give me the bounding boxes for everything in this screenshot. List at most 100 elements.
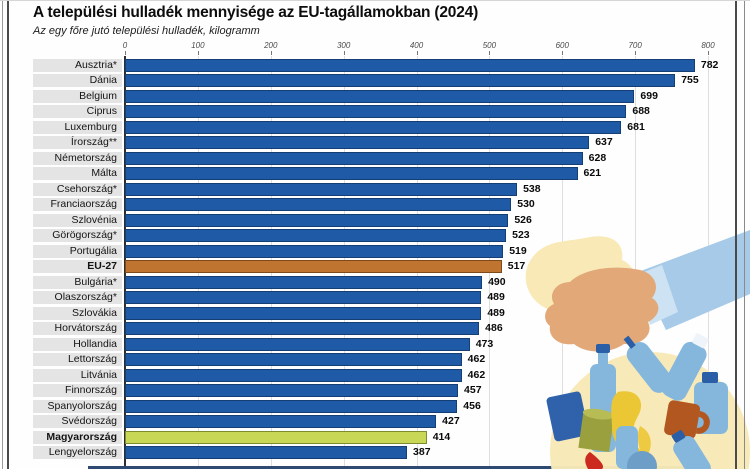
chart-row: EU-27 517	[0, 260, 750, 273]
mug-handle-icon	[695, 410, 710, 434]
chart-row: Luxemburg 681	[0, 120, 750, 134]
value-label: 526	[514, 213, 532, 226]
bar	[125, 74, 676, 87]
bar-eu27	[125, 260, 502, 273]
bar	[125, 399, 458, 413]
chart-row: Írország** 637	[0, 136, 750, 149]
value-label: 688	[632, 105, 650, 117]
tick-label: 100	[191, 41, 205, 50]
chart-row: Lengyelország 387	[0, 446, 750, 459]
bar	[125, 229, 507, 242]
tick-mark	[197, 51, 199, 55]
value-label: 489	[487, 306, 505, 319]
country-label: Németország	[33, 151, 122, 165]
value-label: 489	[487, 291, 505, 303]
bar-hungary	[125, 430, 427, 444]
squeeze-nozzle-icon	[623, 335, 636, 349]
country-label: EU-27	[33, 260, 122, 273]
bar	[125, 244, 504, 258]
trash-items	[546, 333, 728, 469]
frame-line-left-inner	[7, 0, 9, 469]
chart-row: Bulgária* 490	[0, 275, 750, 289]
country-label: Írország**	[33, 136, 122, 149]
bar	[125, 198, 512, 211]
bar	[125, 182, 518, 196]
chart-row: Görögország* 523	[0, 229, 750, 242]
country-label: Dánia	[33, 74, 122, 87]
chart-row: Franciaország 530	[0, 198, 750, 211]
bottle-cap-icon	[692, 333, 709, 349]
tick-mark	[489, 51, 491, 55]
country-label: Franciaország	[33, 198, 122, 211]
tick-label: 800	[701, 41, 715, 50]
value-label: 782	[700, 58, 719, 71]
tin-can-top-icon	[582, 408, 614, 420]
frame-line-right-inner	[735, 0, 737, 469]
chart-row: Csehország* 538	[0, 182, 750, 196]
bottle-cap-icon	[596, 344, 610, 353]
bar	[125, 213, 509, 227]
value-label: 473	[475, 337, 494, 350]
country-label: Olaszország*	[33, 291, 122, 304]
tick-label: 400	[409, 41, 424, 50]
value-label: 456	[463, 399, 481, 412]
bar	[125, 151, 583, 165]
tick-mark	[708, 51, 709, 55]
value-label: 517	[507, 260, 526, 272]
tick-mark	[125, 51, 126, 55]
chart-row: Litvánia 462	[0, 368, 750, 382]
gridline	[635, 56, 637, 469]
value-label: 699	[640, 89, 658, 102]
chart-row: Ciprus 688	[0, 105, 750, 118]
value-label: 628	[588, 151, 607, 164]
frame-line-right-outer	[744, 0, 745, 469]
value-label: 462	[467, 353, 486, 365]
value-label: 530	[517, 198, 535, 210]
chart-row: Magyarország 414	[0, 430, 750, 444]
value-label: 457	[464, 384, 482, 396]
tick-mark	[635, 51, 637, 55]
value-label: 427	[442, 415, 460, 427]
country-label: Horvátország	[33, 322, 122, 335]
jug-cap-icon	[702, 372, 718, 383]
value-label: 486	[485, 322, 503, 334]
chart-row: Finnország 457	[0, 384, 750, 397]
value-label: 387	[413, 446, 431, 458]
chart-row: Szlovénia 526	[0, 213, 750, 227]
cutoff-next-row-bar	[88, 466, 700, 469]
country-label: Lettország	[33, 353, 122, 366]
bar	[125, 58, 695, 72]
country-label: Magyarország	[33, 430, 122, 444]
tick-mark	[343, 51, 345, 55]
bar	[125, 368, 462, 382]
page-subtitle: Az egy főre jutó települési hulladék, ki…	[33, 25, 260, 37]
country-label: Spanyolország	[33, 399, 122, 413]
value-label: 490	[488, 275, 506, 288]
country-label: Belgium	[33, 89, 122, 103]
tick-mark	[270, 51, 272, 55]
chart-row: Belgium 699	[0, 89, 750, 103]
chart-row: Málta 621	[0, 167, 750, 180]
value-label: 637	[595, 136, 613, 148]
tick-mark	[562, 51, 564, 55]
chili-pepper-icon	[585, 452, 604, 469]
squeeze-bottle-icon	[626, 342, 673, 393]
chart-row: Németország 628	[0, 151, 750, 165]
country-label: Görögország*	[33, 229, 122, 242]
tick-label: 200	[264, 41, 278, 50]
bar	[125, 136, 590, 149]
bottle-cap-icon	[671, 430, 686, 443]
can-icon	[546, 391, 589, 442]
jar-lid-icon	[627, 451, 657, 469]
tick-label: 0	[122, 41, 128, 50]
hand-shape	[545, 267, 659, 352]
tick-mark	[416, 51, 418, 55]
value-label: 414	[432, 430, 451, 443]
country-label: Luxemburg	[33, 120, 122, 134]
country-label: Portugália	[33, 244, 122, 258]
value-label: 621	[583, 167, 602, 179]
frame-line-top	[0, 0, 750, 1]
country-label: Málta	[33, 167, 122, 180]
bar	[125, 322, 480, 335]
